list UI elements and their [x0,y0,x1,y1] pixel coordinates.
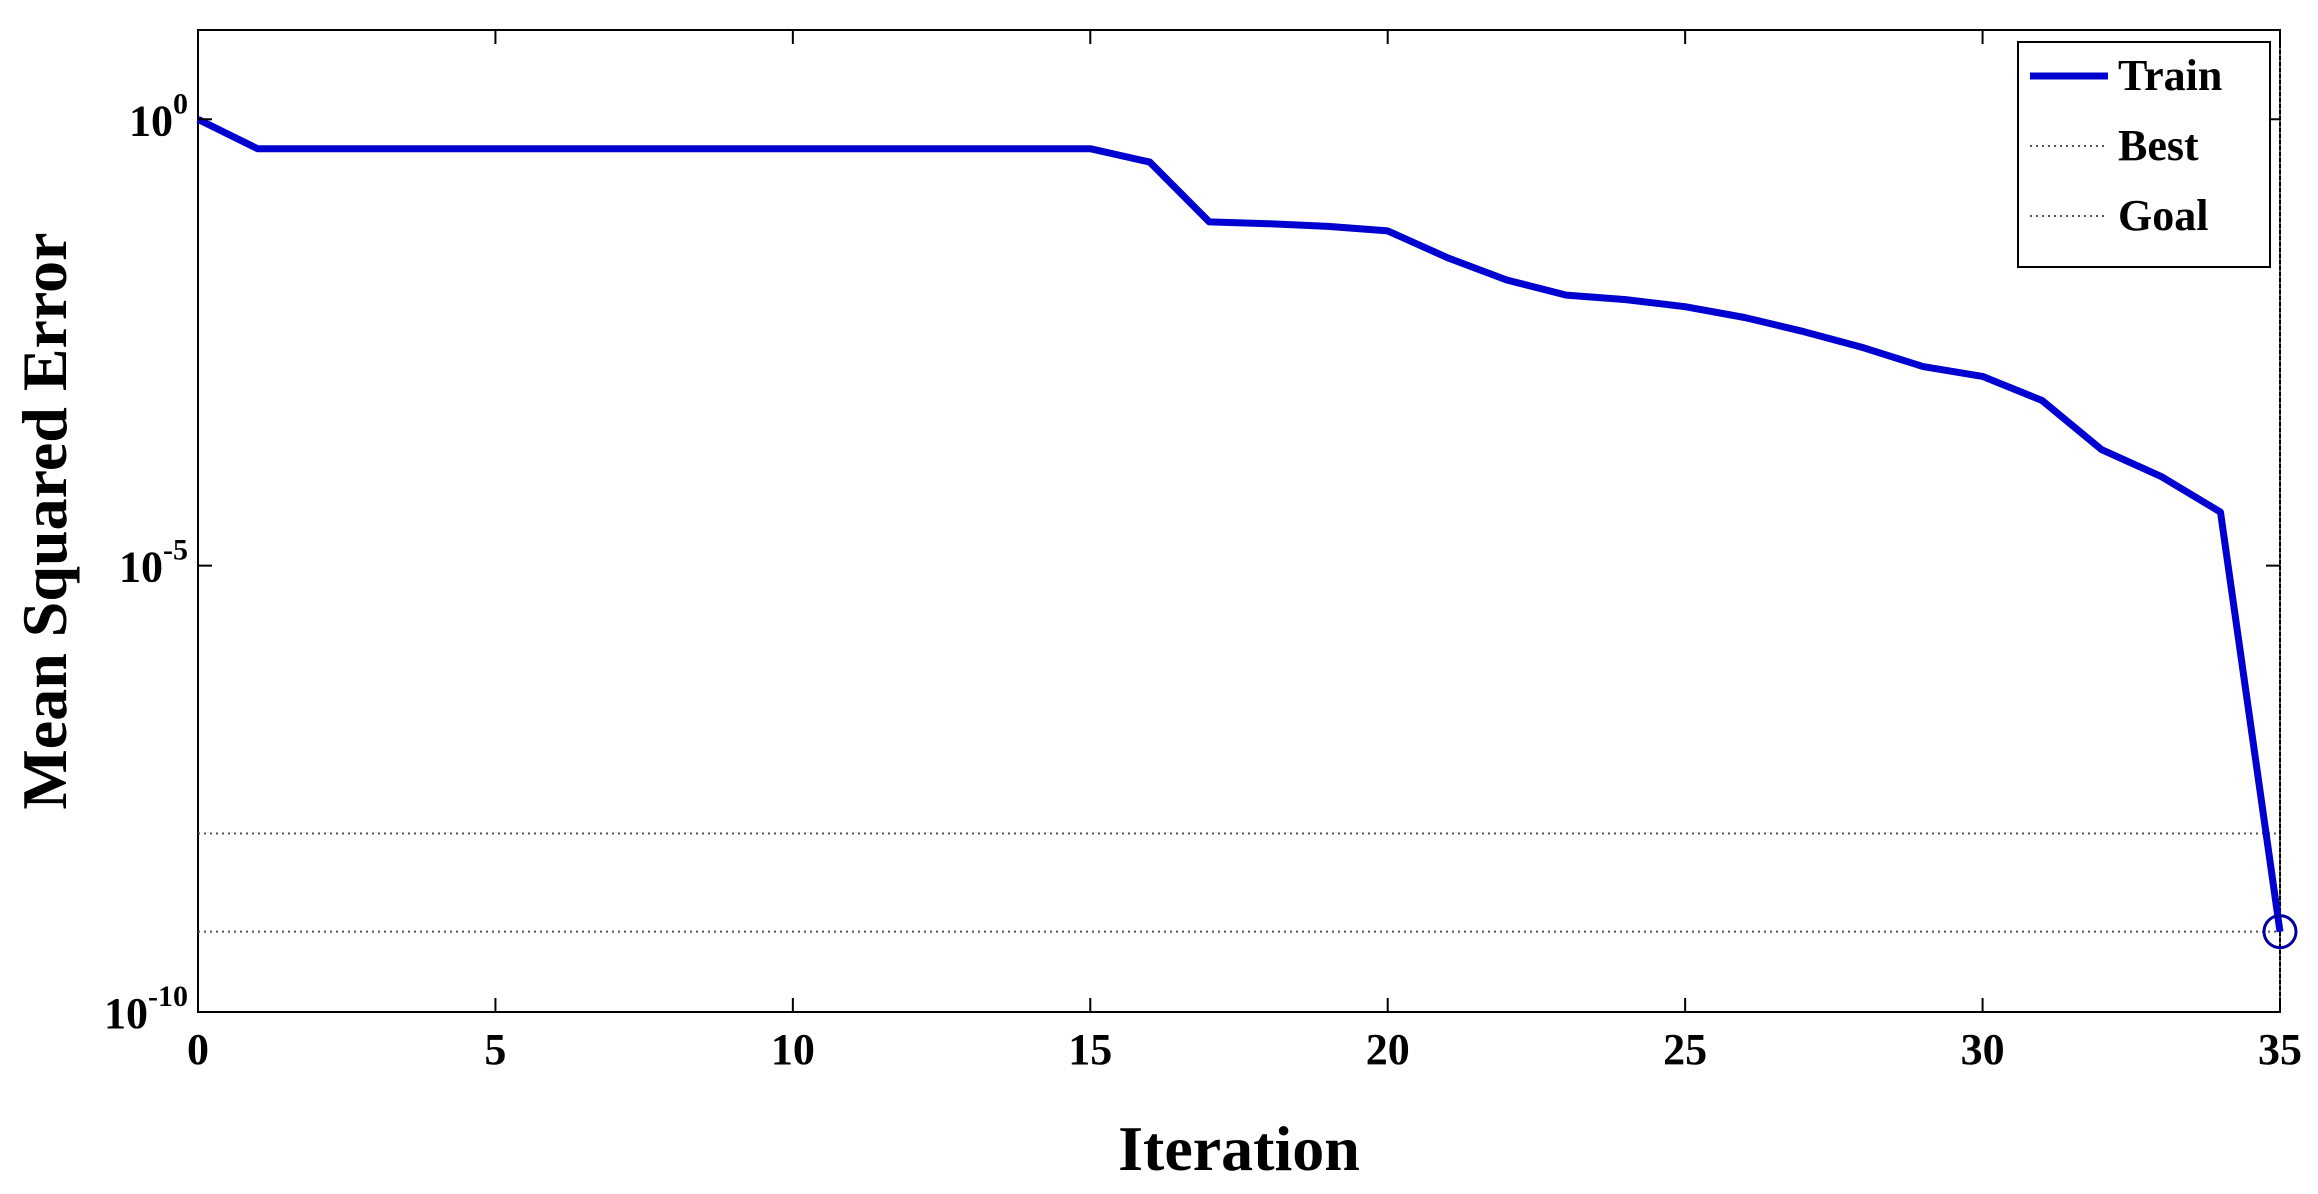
legend-label-goal: Goal [2118,191,2208,240]
series-line-train [196,116,2284,933]
legend-label-best: Best [2118,121,2199,170]
legend-label-train: Train [2118,51,2222,100]
legend: Train Best Goal [2017,41,2271,268]
x-tick-label: 10 [771,1025,815,1074]
reference-lines [198,30,2281,1012]
y-axis-title: Mean Squared Error [9,232,80,809]
x-tick-label: 20 [1366,1025,1410,1074]
series-layer [196,116,2284,933]
y-tick-label: 10-5 [119,534,188,592]
x-axis-title: Iteration [1118,1113,1360,1184]
x-axis-ticks: 0 5 10 15 20 25 30 35 [187,30,2302,1074]
best-marker-layer [2262,914,2298,950]
x-tick-label: 15 [1068,1025,1112,1074]
x-tick-label: 0 [187,1025,209,1074]
x-tick-label: 30 [1961,1025,2005,1074]
y-tick-label: 10-10 [104,980,188,1038]
x-tick-label: 35 [2258,1025,2302,1074]
x-tick-label: 5 [484,1025,506,1074]
y-axis-ticks: 100 10-5 10-10 [104,87,2280,1038]
best-point-marker [2262,914,2298,950]
x-tick-label: 25 [1663,1025,1707,1074]
y-tick-label: 100 [129,87,188,145]
plot-area [197,29,2281,1013]
